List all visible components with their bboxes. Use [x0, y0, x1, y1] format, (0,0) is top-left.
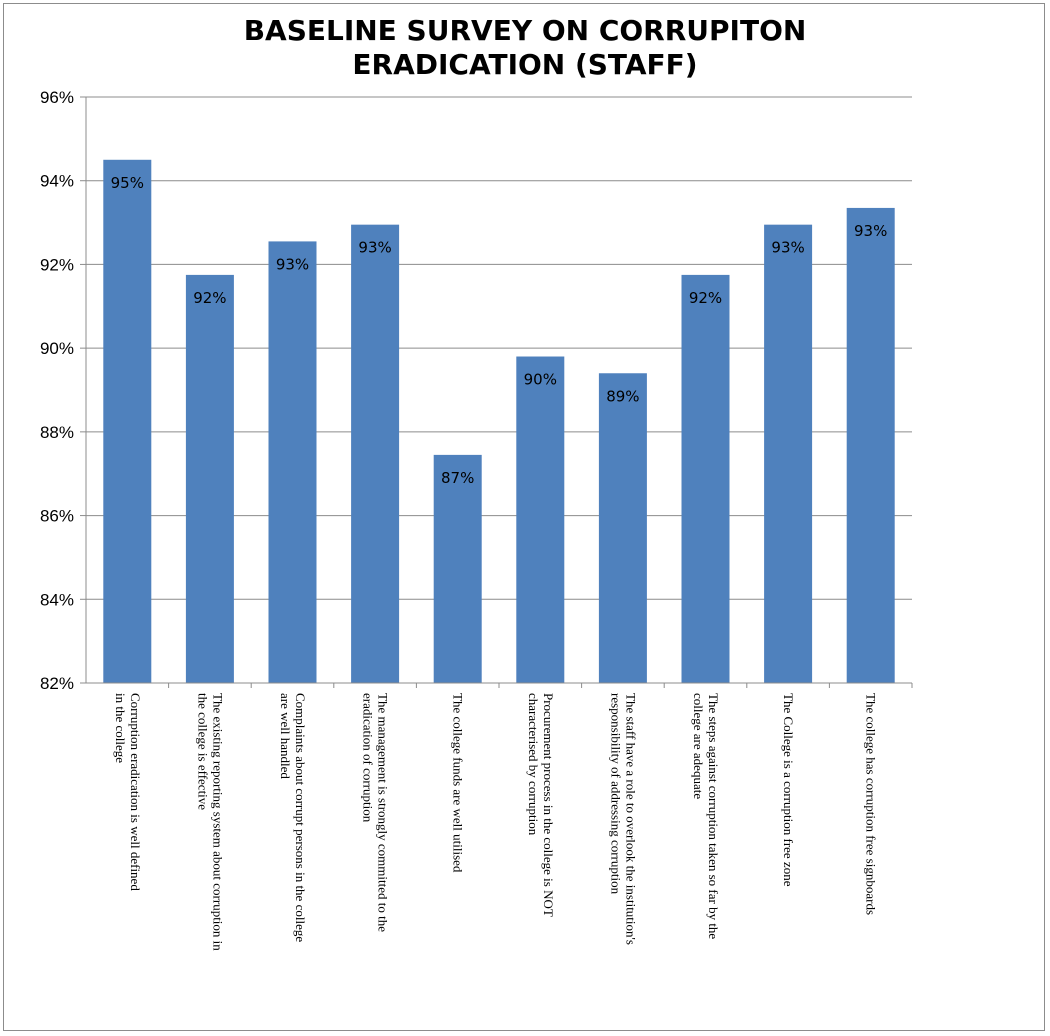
y-tick-label: 86% — [40, 507, 74, 526]
y-tick-label: 88% — [40, 423, 74, 442]
data-label: 89% — [606, 387, 639, 405]
y-tick-label: 96% — [40, 88, 74, 107]
bar — [764, 224, 813, 683]
category-label: The college funds are well utilised — [451, 693, 466, 873]
category-label-line: The steps against corruption taken so fa… — [706, 693, 721, 939]
chart-title: BASELINE SURVEY ON CORRUPITON ERADICATIO… — [0, 14, 1050, 82]
category-label: Complaints about corrupt persons in the … — [278, 693, 308, 942]
data-label: 92% — [689, 289, 722, 307]
data-label: 90% — [524, 371, 557, 389]
category-label-line: characterised by corruption — [526, 693, 541, 836]
chart-frame — [3, 3, 1045, 1031]
y-tick-label: 84% — [40, 590, 74, 609]
category-label-line: the college is effective — [195, 693, 210, 810]
bar — [268, 241, 317, 683]
y-tick-label: 92% — [40, 255, 74, 274]
data-label: 93% — [358, 239, 391, 257]
category-label-line: college are adequate — [691, 693, 706, 799]
bar — [351, 224, 400, 683]
category-label-line: The staff have a role to overlook the in… — [623, 693, 638, 945]
data-label: 92% — [193, 289, 226, 307]
category-label-line: The college has corruption free signboar… — [864, 693, 879, 915]
bar — [598, 373, 647, 683]
bar — [516, 356, 565, 683]
category-label-line: Complaints about corrupt persons in the … — [293, 693, 308, 942]
data-label: 95% — [111, 174, 144, 192]
category-label-line: are well handled — [278, 693, 293, 779]
data-label: 87% — [441, 469, 474, 487]
axes — [80, 96, 913, 688]
category-label-line: The management is strongly committed to … — [376, 693, 391, 932]
category-label-line: The existing reporting system about corr… — [210, 693, 225, 951]
labels: 82% 84% 86% 88% 90% 92% 94% 96% 95% Corruption er… — [40, 88, 887, 951]
chart-title-line-1: BASELINE SURVEY ON CORRUPITON — [243, 14, 807, 47]
bar — [681, 274, 730, 683]
bar — [846, 207, 895, 683]
category-label: The staff have a role to overlook the in… — [608, 693, 638, 945]
category-label: Procurement process in the college is NO… — [526, 693, 556, 917]
y-tick-label: 90% — [40, 339, 74, 358]
category-label-line: eradication of corruption — [361, 693, 376, 823]
category-label-line: in the college — [113, 693, 128, 763]
category-label: The college has corruption free signboar… — [864, 693, 879, 915]
data-label: 93% — [771, 239, 804, 257]
category-label: The management is strongly committed to … — [361, 693, 391, 932]
y-tick-label: 94% — [40, 172, 74, 191]
y-tick-label: 82% — [40, 674, 74, 693]
category-label-line: Procurement process in the college is NO… — [541, 693, 556, 917]
bar — [433, 454, 482, 683]
data-label: 93% — [276, 255, 309, 273]
category-label: Corruption eradication is well definedin… — [113, 693, 143, 891]
category-label-line: responsibility of addressing corruption — [608, 693, 623, 895]
bars — [103, 159, 895, 684]
data-label: 93% — [854, 222, 887, 240]
chart-title-line-2: ERADICATION (STAFF) — [352, 48, 698, 81]
category-label-line: Corruption eradication is well defined — [128, 693, 143, 891]
category-label: The steps against corruption taken so fa… — [691, 693, 721, 939]
category-label-line: The College is a corruption free zone — [781, 693, 796, 887]
category-label: The existing reporting system about corr… — [195, 693, 225, 951]
bar — [185, 274, 234, 683]
category-label-line: The college funds are well utilised — [451, 693, 466, 873]
category-label: The College is a corruption free zone — [781, 693, 796, 887]
bar — [103, 159, 152, 684]
